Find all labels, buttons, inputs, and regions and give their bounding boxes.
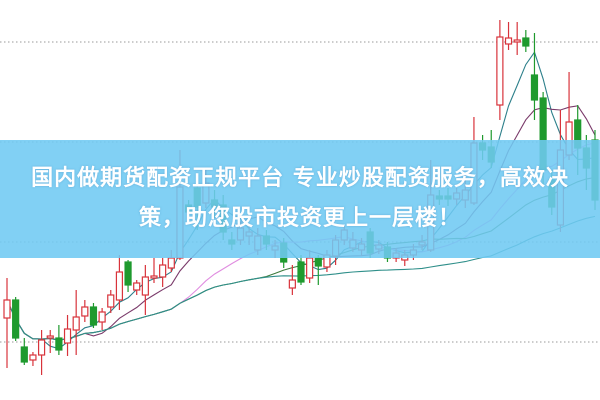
candle	[530, 33, 539, 120]
candle	[141, 265, 149, 315]
candle-body	[29, 354, 37, 361]
candle	[20, 338, 28, 365]
candle	[98, 308, 106, 330]
candle-body	[3, 299, 11, 319]
candle	[522, 30, 530, 52]
banner-text: 国内做期货配资正规平台 专业炒股配资服务，高效决策，助您股市投资更上一层楼！	[31, 166, 569, 231]
candle	[496, 20, 504, 120]
candle-body	[314, 257, 322, 267]
candle-body	[63, 328, 72, 344]
promo-banner: 国内做期货配资正规平台 专业炒股配资服务，高效决策，助您股市投资更上一层楼！	[0, 140, 600, 258]
candle-body	[107, 294, 115, 308]
candle-body	[167, 257, 175, 269]
candle	[81, 300, 89, 322]
candle-body	[55, 337, 63, 351]
candle	[46, 330, 54, 353]
candle-body	[504, 37, 513, 45]
candle-body	[306, 257, 314, 279]
candle	[12, 297, 20, 341]
candle	[89, 303, 98, 328]
candle-body	[46, 335, 54, 339]
candle-body	[496, 36, 504, 106]
candle-body	[37, 339, 46, 356]
candle-body	[12, 299, 20, 339]
candle-body	[72, 316, 80, 331]
candle-body	[530, 74, 539, 101]
candle	[504, 22, 513, 50]
candle	[150, 258, 158, 283]
candle-body	[159, 264, 167, 278]
candle-body	[288, 279, 296, 289]
candle	[55, 325, 63, 355]
candle-body	[89, 306, 98, 326]
candle	[314, 255, 322, 285]
candle	[63, 315, 72, 356]
candle-body	[81, 306, 89, 317]
candle-body	[115, 271, 124, 301]
candle	[72, 290, 80, 355]
candle	[288, 265, 296, 295]
candle	[133, 280, 141, 295]
candle	[107, 290, 115, 313]
candle	[3, 278, 11, 368]
candle-body	[20, 346, 28, 363]
candle-body	[297, 261, 305, 283]
candle	[124, 260, 132, 292]
candle	[513, 22, 521, 55]
candle-body	[513, 39, 521, 43]
candle	[115, 255, 124, 310]
candle	[29, 352, 37, 366]
candle	[297, 255, 305, 285]
candle-body	[522, 37, 530, 47]
candle-body	[124, 261, 132, 286]
candle-body	[98, 311, 106, 323]
candle-body	[141, 276, 149, 296]
candle	[159, 258, 167, 287]
candle-body	[133, 282, 141, 291]
candle	[37, 330, 46, 375]
candle-body	[150, 275, 158, 279]
